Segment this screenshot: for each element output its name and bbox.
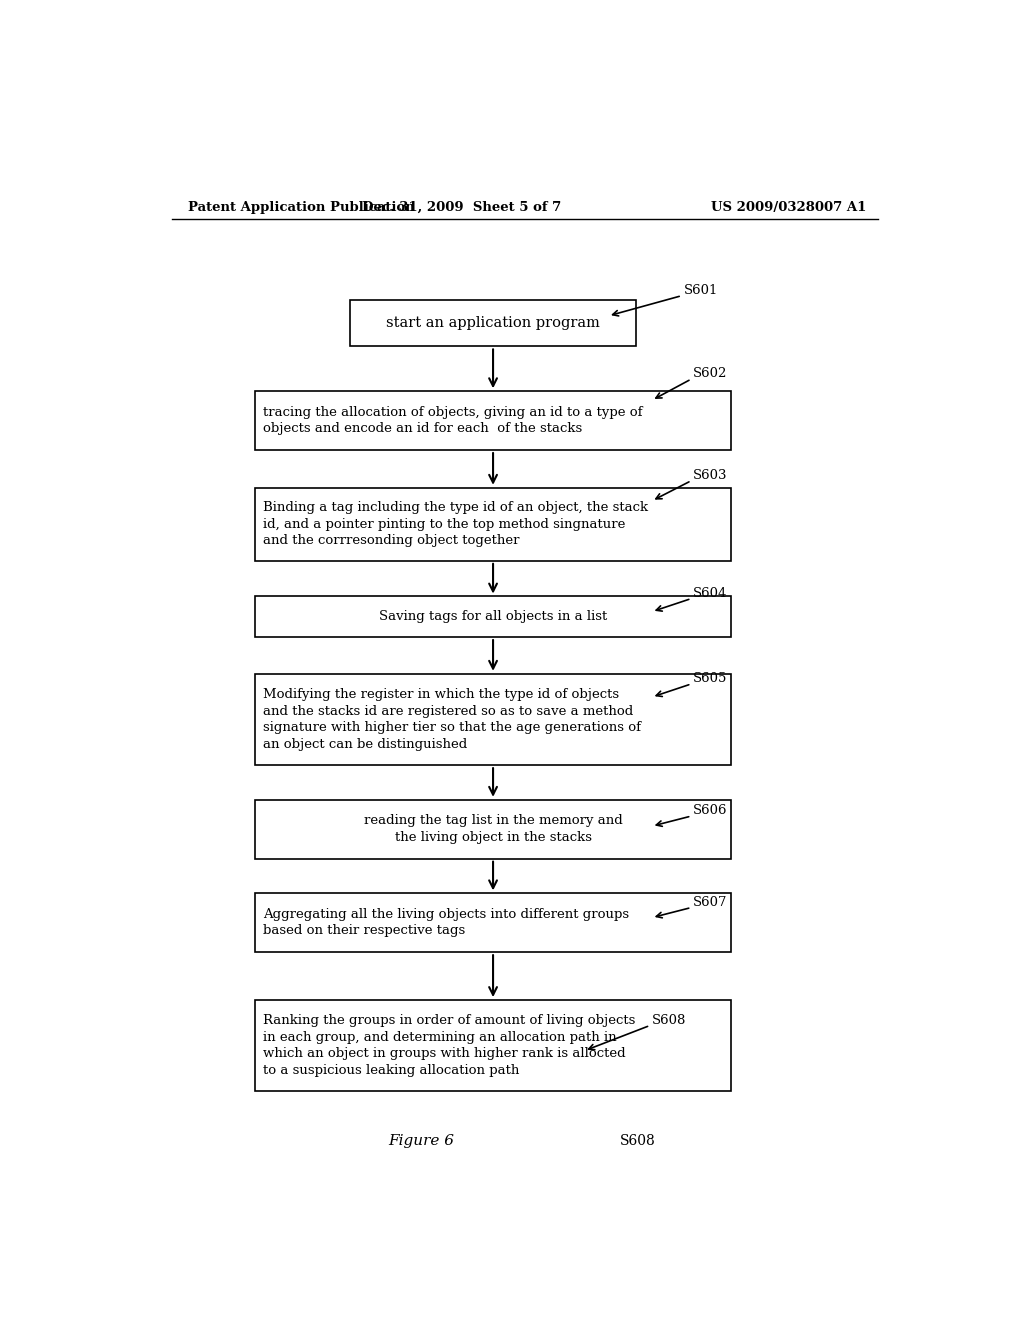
Text: S604: S604 — [693, 587, 727, 599]
Text: Patent Application Publication: Patent Application Publication — [187, 201, 415, 214]
Text: reading the tag list in the memory and
the living object in the stacks: reading the tag list in the memory and t… — [364, 814, 623, 843]
Text: S601: S601 — [684, 284, 718, 297]
Text: S607: S607 — [693, 896, 727, 909]
Text: Figure 6: Figure 6 — [389, 1134, 455, 1148]
Text: Modifying the register in which the type id of objects
and the stacks id are reg: Modifying the register in which the type… — [263, 688, 641, 751]
Text: Dec. 31, 2009  Sheet 5 of 7: Dec. 31, 2009 Sheet 5 of 7 — [361, 201, 561, 214]
Bar — [255, 800, 731, 859]
Bar — [255, 894, 731, 952]
Bar — [255, 1001, 731, 1092]
Bar — [255, 673, 731, 766]
Text: Ranking the groups in order of amount of living objects
in each group, and deter: Ranking the groups in order of amount of… — [263, 1015, 635, 1077]
Text: S605: S605 — [693, 672, 727, 685]
Text: S608: S608 — [652, 1014, 686, 1027]
Text: S602: S602 — [693, 367, 727, 380]
Bar — [255, 391, 731, 450]
Text: Binding a tag including the type id of an object, the stack
id, and a pointer pi: Binding a tag including the type id of a… — [263, 502, 648, 548]
Text: tracing the allocation of objects, giving an id to a type of
objects and encode : tracing the allocation of objects, givin… — [263, 405, 642, 436]
Text: start an application program: start an application program — [386, 315, 600, 330]
Text: US 2009/0328007 A1: US 2009/0328007 A1 — [711, 201, 866, 214]
Text: S606: S606 — [693, 804, 727, 817]
Bar — [255, 597, 731, 638]
Text: S603: S603 — [693, 469, 727, 482]
Bar — [255, 487, 731, 561]
Text: S608: S608 — [620, 1134, 655, 1148]
Bar — [350, 300, 636, 346]
Text: Aggregating all the living objects into different groups
based on their respecti: Aggregating all the living objects into … — [263, 908, 629, 937]
Text: Saving tags for all objects in a list: Saving tags for all objects in a list — [379, 610, 607, 623]
